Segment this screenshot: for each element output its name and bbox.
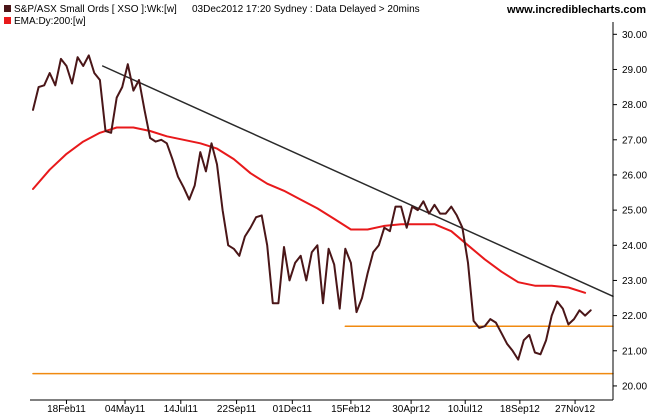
x-tick-label: 14Jul11 — [164, 404, 199, 415]
y-tick-label: 24.00 — [622, 241, 647, 252]
y-tick-label: 25.00 — [622, 206, 647, 217]
data-info-label: 03Dec2012 17:20 Sydney : Data Delayed > … — [192, 4, 420, 15]
x-tick-label: 22Sep11 — [217, 404, 257, 415]
ema-line — [32, 126, 587, 294]
plot-lines — [32, 54, 614, 375]
x-tick-label: 18Sep12 — [500, 404, 540, 415]
y-tick-label: 28.00 — [622, 100, 647, 111]
price-line — [32, 54, 592, 361]
y-tick-label: 30.00 — [622, 30, 647, 41]
x-axis-ticks: 18Feb11 04May11 14Jul11 22Sep11 01Dec11 15Feb… — [47, 400, 596, 415]
y-tick-label: 29.00 — [622, 65, 647, 76]
price-legend-swatch — [4, 5, 11, 12]
x-tick-label: 30Apr12 — [392, 404, 430, 415]
ema-series-label: EMA:Dy:200:[w] — [14, 16, 86, 27]
x-tick-label: 10Jul12 — [448, 404, 483, 415]
y-tick-label: 23.00 — [622, 276, 647, 287]
y-tick-label: 27.00 — [622, 135, 647, 146]
y-axis-ticks: 20.00 21.00 22.00 23.00 24.00 25.00 26.00 27.00… — [613, 30, 647, 392]
y-tick-label: 22.00 — [622, 311, 647, 322]
y-tick-label: 26.00 — [622, 170, 647, 181]
site-watermark: www.incrediblecharts.com — [506, 4, 646, 16]
x-tick-label: 15Feb12 — [331, 404, 371, 415]
x-tick-label: 27Nov12 — [555, 404, 595, 415]
x-tick-label: 04May11 — [105, 404, 146, 415]
trendline-line — [101, 65, 614, 298]
y-tick-label: 20.00 — [622, 381, 647, 392]
y-tick-label: 21.00 — [622, 346, 647, 357]
ema-legend-swatch — [4, 17, 11, 24]
x-tick-label: 01Dec11 — [273, 404, 313, 415]
price-series-label: S&P/ASX Small Ords [ XSO ]:Wk:[w] — [14, 4, 177, 15]
x-tick-label: 18Feb11 — [47, 404, 86, 415]
legend: S&P/ASX Small Ords [ XSO ]:Wk:[w] 03Dec2… — [4, 4, 420, 27]
